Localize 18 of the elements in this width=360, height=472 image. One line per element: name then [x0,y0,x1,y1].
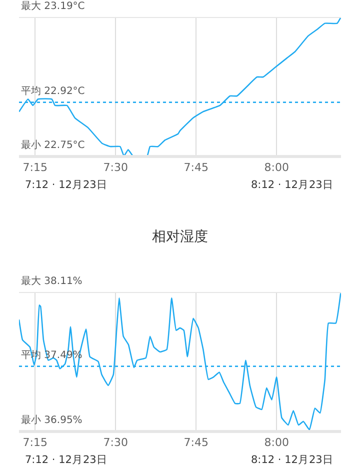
x-tick-label: 8:00 [264,436,289,450]
ref-line-label: 平均 22.92°C [21,85,85,97]
x-tick-label: 7:30 [103,436,128,450]
x-tick-label: 7:45 [184,436,208,450]
x-tick-label: 8:00 [264,161,289,174]
text: 7:12 · 12月23日 [25,454,108,466]
ref-line-label: 最大 23.19°C [21,0,85,12]
text: 8:12 · 12月23日 [251,179,334,191]
x-tick-label: 7:15 [22,161,48,174]
chart-title: 相对湿度 [152,229,208,245]
text: 7:12 · 12月23日 [25,179,108,191]
ref-line-label: 最小 36.95% [21,414,82,426]
x-tick-label: 7:45 [184,161,208,174]
ref-line-label: 最小 22.75°C [21,139,85,151]
x-tick-label: 7:30 [103,161,128,174]
ref-line-label: 最大 38.11% [21,275,82,287]
text: 8:12 · 12月23日 [251,454,334,466]
x-tick-label: 7:15 [22,436,48,450]
